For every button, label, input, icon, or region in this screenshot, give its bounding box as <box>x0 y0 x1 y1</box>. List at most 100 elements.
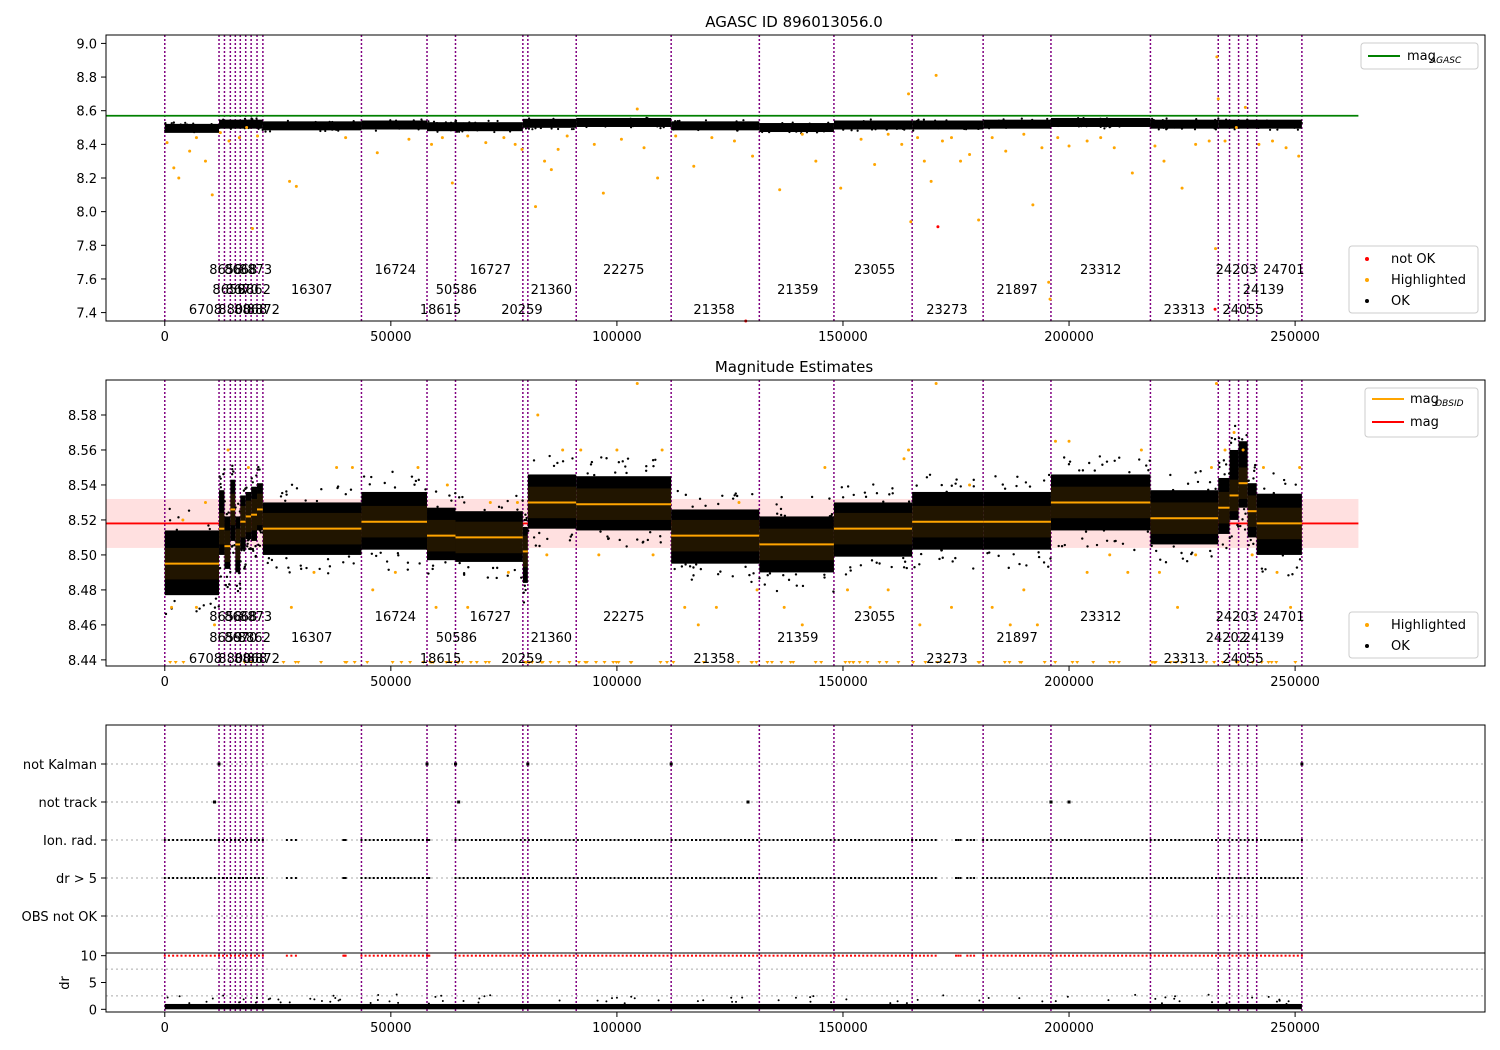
ok-point <box>1146 119 1150 123</box>
ok-point <box>532 459 536 462</box>
ok-point <box>1225 546 1228 550</box>
ok-point <box>827 121 830 124</box>
flag-point <box>918 877 921 879</box>
flag-point <box>458 839 461 841</box>
highlighted-point <box>466 605 470 609</box>
ok-point <box>641 541 644 544</box>
ok-point <box>797 124 800 127</box>
ok-point <box>849 569 852 572</box>
y-tick-label: 8.50 <box>68 549 97 564</box>
clipped-highlighted-marker <box>769 661 774 664</box>
ok-point <box>198 130 201 133</box>
dr-over-threshold-point <box>957 954 960 957</box>
ok-point <box>251 547 255 551</box>
obsid-label: 8872 <box>247 652 280 667</box>
ok-point <box>870 559 874 562</box>
flag-point <box>959 877 962 879</box>
highlighted-point <box>751 154 755 158</box>
flag-point <box>253 839 256 841</box>
highlighted-point <box>1284 146 1288 150</box>
dr-point <box>1225 1002 1228 1005</box>
ok-point <box>285 493 288 496</box>
highlighted-point <box>814 159 818 163</box>
highlighted-point <box>1214 247 1218 251</box>
dr-over-threshold-point <box>197 954 200 957</box>
dr-over-threshold-point <box>360 954 363 957</box>
dr-over-threshold-point <box>237 954 240 957</box>
ok-point <box>479 125 482 128</box>
dr-point <box>211 997 214 1000</box>
ok-point <box>524 588 527 592</box>
ok-point <box>941 556 944 559</box>
flag-point <box>982 877 985 879</box>
flag-point <box>752 877 755 879</box>
obsid-label: 16307 <box>291 283 332 298</box>
flag-point <box>205 877 208 879</box>
dr-point <box>1267 995 1270 998</box>
flag-point <box>1268 839 1271 841</box>
flag-point <box>188 839 191 841</box>
flag-point <box>1174 877 1177 879</box>
dr-over-threshold-point <box>519 954 522 957</box>
dr-over-threshold-point <box>1231 954 1234 957</box>
ok-point <box>794 573 798 576</box>
highlighted-point <box>543 159 547 163</box>
highlighted-point <box>1223 139 1227 143</box>
ok-point <box>1210 555 1213 558</box>
flag-point <box>682 877 685 879</box>
dr-over-threshold-point <box>426 954 429 957</box>
dr-over-threshold-point <box>294 954 297 957</box>
ok-point <box>363 123 366 126</box>
highlighted-point <box>1085 139 1089 143</box>
ok-point <box>1247 543 1250 547</box>
ok-point <box>1281 554 1285 557</box>
flag-point <box>360 839 363 841</box>
obsid-label: 24701 <box>1263 263 1304 278</box>
ok-point <box>758 576 761 580</box>
ok-point <box>1081 537 1084 540</box>
ok-point <box>484 124 488 127</box>
ok-point <box>1237 525 1240 528</box>
ok-point <box>589 463 593 466</box>
flag-point <box>474 839 477 841</box>
dr-over-threshold-point <box>849 954 852 957</box>
dr-point <box>377 993 380 996</box>
ok-point <box>552 464 556 468</box>
ok-point <box>374 129 378 132</box>
flag-point <box>1239 839 1242 841</box>
ok-point <box>891 122 894 125</box>
ok-point <box>779 507 783 511</box>
ok-point <box>1272 472 1275 475</box>
ok-point <box>487 119 490 122</box>
flag-point <box>854 839 857 841</box>
flag-point <box>1137 877 1140 879</box>
ok-point <box>646 538 650 542</box>
dr-over-threshold-point <box>1276 954 1279 957</box>
flag-point <box>1084 877 1087 879</box>
flag-point <box>678 839 681 841</box>
ok-point <box>692 566 695 569</box>
clipped-highlighted-marker <box>1293 661 1298 664</box>
dr-over-threshold-point <box>249 954 252 957</box>
flag-point <box>1043 839 1046 841</box>
legend-label-ok: OK <box>1391 294 1410 309</box>
flag-point <box>821 839 824 841</box>
flag-point <box>576 877 579 879</box>
flag-point <box>495 839 498 841</box>
ok-point <box>273 124 276 127</box>
ok-point <box>574 122 578 125</box>
legend-label-highlighted: Highlighted <box>1391 618 1466 633</box>
ok-point <box>913 566 916 569</box>
ok-point <box>218 475 221 478</box>
dr-over-threshold-point <box>1239 954 1242 957</box>
ok-point <box>842 128 845 131</box>
ok-point <box>495 576 498 580</box>
dr-point <box>462 999 465 1002</box>
flag-point <box>817 839 820 841</box>
ok-point <box>997 554 1000 558</box>
ok-point <box>285 490 288 493</box>
ok-point <box>1298 122 1301 125</box>
flag-point <box>1096 839 1099 841</box>
highlighted-point <box>934 73 938 77</box>
